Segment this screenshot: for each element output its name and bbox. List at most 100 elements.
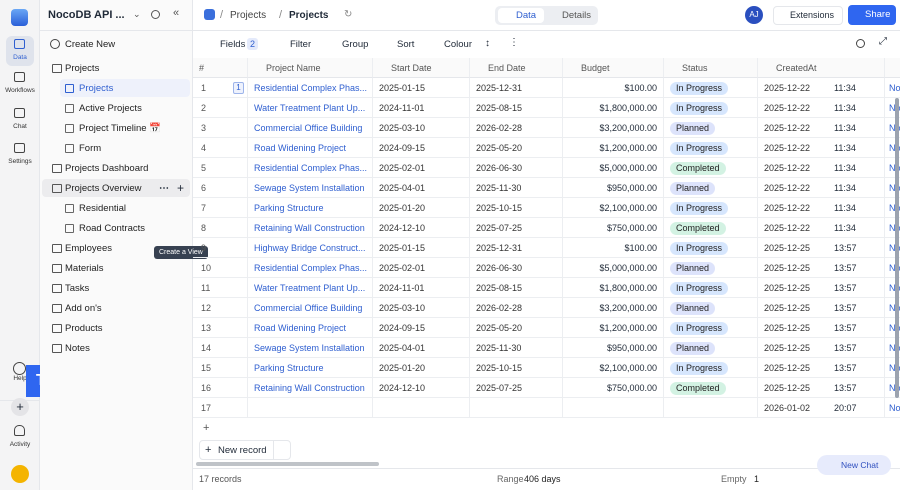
cell[interactable] xyxy=(664,398,758,418)
tree-item[interactable]: Products xyxy=(65,323,103,334)
cell[interactable]: No xyxy=(885,158,900,178)
scrollbar[interactable] xyxy=(196,462,379,466)
cell[interactable]: 11:34 xyxy=(758,118,885,138)
column-header[interactable]: CreatedAt xyxy=(758,58,885,78)
add-row-icon[interactable]: + xyxy=(203,422,210,434)
new-chat-button[interactable]: New Chat xyxy=(817,455,891,475)
column-header[interactable]: # xyxy=(193,58,248,78)
cell[interactable]: Parking Structure xyxy=(248,358,373,378)
row-number[interactable]: 15 xyxy=(193,358,248,378)
cell[interactable]: In Progress xyxy=(664,138,758,158)
row-number[interactable]: 10 xyxy=(193,258,248,278)
cell[interactable]: $1,800,000.00 xyxy=(563,278,664,298)
cell[interactable]: 2025-04-01 xyxy=(373,338,470,358)
breadcrumb[interactable]: Projects xyxy=(230,10,267,21)
row-number[interactable]: 4 xyxy=(193,138,248,158)
cell[interactable]: 13:57 xyxy=(758,238,885,258)
row-number[interactable]: 9 xyxy=(193,238,248,258)
cell[interactable]: 2025-11-30 xyxy=(470,338,563,358)
cell[interactable]: 2024-12-10 xyxy=(373,218,470,238)
cell[interactable]: 2026-06-30 xyxy=(470,258,563,278)
tree-item[interactable]: Add on's xyxy=(65,303,102,314)
cell[interactable]: Commercial Office Building xyxy=(248,118,373,138)
cell[interactable]: Planned xyxy=(664,258,758,278)
cell[interactable]: No xyxy=(885,378,900,398)
cell[interactable]: 13:57 xyxy=(758,318,885,338)
cell[interactable]: 13:57 xyxy=(758,258,885,278)
cell[interactable]: 2025-10-15 xyxy=(470,198,563,218)
cell[interactable]: 11:34 xyxy=(758,138,885,158)
cell[interactable]: In Progress xyxy=(664,238,758,258)
cell[interactable]: 2025-01-15 xyxy=(373,78,470,98)
cell[interactable]: 2026-02-28 xyxy=(470,298,563,318)
cell[interactable]: 2025-02-01 xyxy=(373,258,470,278)
cell[interactable]: Planned xyxy=(664,298,758,318)
cell[interactable]: Residential Complex Phas... xyxy=(248,78,373,98)
cell[interactable]: Water Treatment Plant Up... xyxy=(248,278,373,298)
cell[interactable]: 11:34 xyxy=(758,158,885,178)
cell[interactable]: No xyxy=(885,98,900,118)
cell[interactable]: $3,200,000.00 xyxy=(563,298,664,318)
expand-icon[interactable]: ⤢ xyxy=(879,36,887,47)
cell[interactable]: No xyxy=(885,318,900,338)
cell[interactable]: $1,200,000.00 xyxy=(563,138,664,158)
row-number[interactable]: 1 xyxy=(193,78,248,98)
rail-icon[interactable] xyxy=(14,39,25,49)
cell[interactable]: 11:34 xyxy=(758,78,885,98)
rail-label[interactable]: Settings xyxy=(8,158,32,165)
cell[interactable]: Completed xyxy=(664,158,758,178)
breadcrumb[interactable]: Projects xyxy=(289,10,329,21)
cell[interactable]: 2025-12-31 xyxy=(470,78,563,98)
cell[interactable]: In Progress xyxy=(664,78,758,98)
cell[interactable]: Planned xyxy=(664,338,758,358)
cell[interactable]: $1,800,000.00 xyxy=(563,98,664,118)
view-item[interactable]: Road Contracts xyxy=(79,223,146,234)
cell[interactable]: 2026-06-30 xyxy=(470,158,563,178)
help-icon[interactable] xyxy=(13,362,26,375)
add-view[interactable]: + xyxy=(177,181,185,195)
rail-label[interactable]: Chat xyxy=(13,123,27,130)
cell[interactable]: No xyxy=(885,398,900,418)
cell[interactable]: Completed xyxy=(664,218,758,238)
cell[interactable]: 2025-05-20 xyxy=(470,318,563,338)
cell[interactable]: 2025-04-01 xyxy=(373,178,470,198)
tree-item[interactable]: Materials xyxy=(65,263,104,274)
base-title[interactable]: NocoDB API ... xyxy=(48,9,125,21)
cell[interactable]: No xyxy=(885,138,900,158)
cell[interactable]: No xyxy=(885,258,900,278)
cell[interactable]: Completed xyxy=(664,378,758,398)
view-item[interactable]: Active Projects xyxy=(79,103,142,114)
row-number[interactable]: 7 xyxy=(193,198,248,218)
rail-label[interactable]: Workflows xyxy=(5,87,35,94)
cell[interactable]: No xyxy=(885,198,900,218)
cell[interactable]: Highway Bridge Construct... xyxy=(248,238,373,258)
cell[interactable]: In Progress xyxy=(664,198,758,218)
cell[interactable]: $2,100,000.00 xyxy=(563,358,664,378)
tab[interactable]: Data xyxy=(516,10,537,21)
cell[interactable]: 2025-07-25 xyxy=(470,218,563,238)
row-number[interactable]: 16 xyxy=(193,378,248,398)
cell[interactable]: 2024-11-01 xyxy=(373,278,470,298)
toolbar-button[interactable]: Group xyxy=(342,39,369,50)
column-header[interactable]: Start Date xyxy=(373,58,470,78)
collapse-icon[interactable]: « xyxy=(173,7,180,19)
search-icon[interactable] xyxy=(856,39,865,48)
cell[interactable]: No xyxy=(885,78,900,98)
cell[interactable]: Road Widening Project xyxy=(248,138,373,158)
rail-label[interactable]: Help xyxy=(13,375,27,382)
cell[interactable]: Road Widening Project xyxy=(248,318,373,338)
cell[interactable]: No xyxy=(885,358,900,378)
cell[interactable]: 2025-05-20 xyxy=(470,138,563,158)
view-item[interactable]: Project Timeline 📅 xyxy=(79,123,162,134)
column-header[interactable]: Status xyxy=(664,58,758,78)
cell[interactable]: 2024-11-01 xyxy=(373,98,470,118)
row-number[interactable]: 8 xyxy=(193,218,248,238)
cell[interactable]: In Progress xyxy=(664,278,758,298)
cell[interactable] xyxy=(248,398,373,418)
cell[interactable]: $100.00 xyxy=(563,78,664,98)
cell[interactable] xyxy=(470,398,563,418)
cell[interactable]: 11:34 xyxy=(758,218,885,238)
column-header[interactable]: Project Name xyxy=(248,58,373,78)
logo[interactable] xyxy=(11,9,28,26)
tab[interactable]: Details xyxy=(562,10,592,21)
